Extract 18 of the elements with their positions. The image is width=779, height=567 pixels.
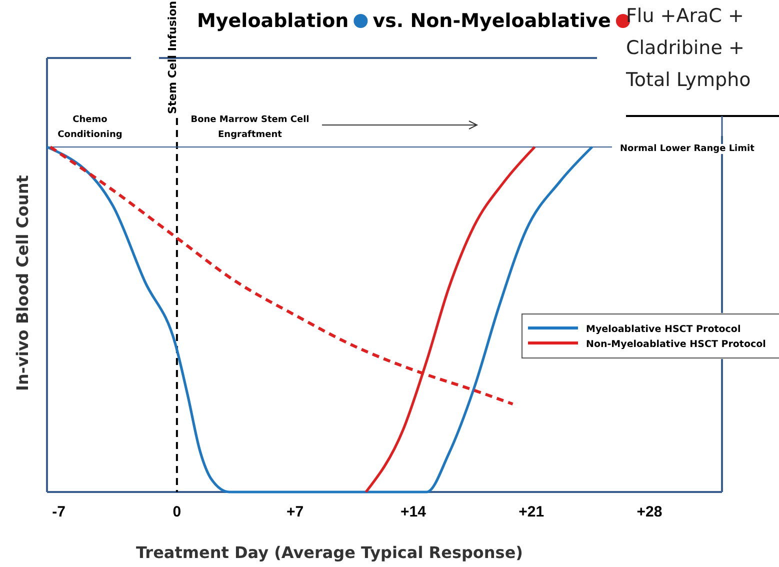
- x-tick-label: -7: [52, 504, 66, 521]
- chart-title: Myeloablation vs. Non-Myeloablative: [197, 10, 611, 32]
- x-tick-label: +21: [518, 504, 544, 521]
- x-tick-label: +28: [636, 504, 662, 521]
- x-axis-title: Treatment Day (Average Typical Response): [136, 543, 523, 562]
- y-axis-title: In-vivo Blood Cell Count: [13, 174, 32, 391]
- text: Flu +AraC +: [626, 5, 744, 27]
- x-tick-label: +14: [400, 504, 427, 521]
- x-tick-label: 0: [172, 504, 182, 521]
- x-tick-label: +7: [286, 504, 304, 521]
- text: Non-Myeloablative HSCT Protocol: [586, 339, 766, 350]
- text: Chemo Conditioning: [58, 115, 122, 140]
- text: Cladribine +: [626, 37, 744, 59]
- text: Bone Marrow Stem Cell Engraftment: [190, 115, 310, 140]
- ref-line-label: Normal Lower Range Limit: [620, 144, 756, 154]
- text: Myeloablative HSCT Protocol: [586, 324, 741, 335]
- ref-line-label: Stem Cell Infusion: [166, 0, 179, 114]
- text: Total Lympho: [625, 69, 751, 91]
